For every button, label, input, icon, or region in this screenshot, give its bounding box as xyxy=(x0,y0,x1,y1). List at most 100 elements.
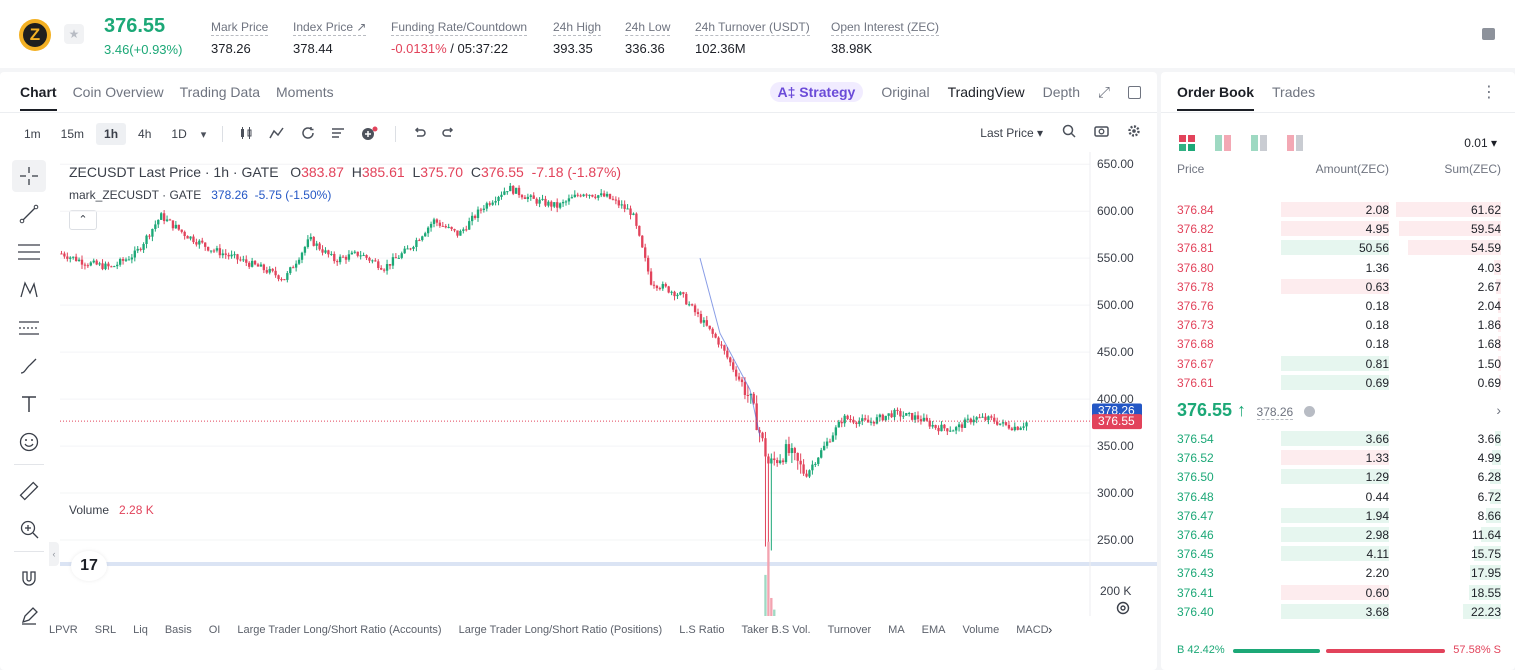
collapse-toolbar-button[interactable]: ‹ xyxy=(49,542,59,566)
trend-line-icon[interactable] xyxy=(12,198,46,230)
indicator-l-s-ratio[interactable]: L.S Ratio xyxy=(679,624,725,636)
tab-chart[interactable]: Chart xyxy=(20,84,57,111)
pattern-icon[interactable] xyxy=(12,274,46,306)
emoji-icon[interactable] xyxy=(12,426,46,458)
indicator-taker-b-s-vol[interactable]: Taker B.S Vol. xyxy=(741,624,811,636)
ask-row[interactable]: 376.76 0.18 2.04 xyxy=(1161,296,1515,315)
chevron-right-icon[interactable]: › xyxy=(1496,402,1501,418)
amount-bar xyxy=(1281,355,1389,371)
tab-trades[interactable]: Trades xyxy=(1272,84,1316,100)
indicator-liq[interactable]: Liq xyxy=(133,624,148,636)
view-depth[interactable]: Depth xyxy=(1042,84,1080,100)
bid-row[interactable]: 376.48 0.44 6.72 xyxy=(1161,487,1515,506)
bid-row[interactable]: 376.52 1.33 4.99 xyxy=(1161,448,1515,467)
bid-row[interactable]: 376.50 1.29 6.28 xyxy=(1161,467,1515,486)
camera-icon[interactable] xyxy=(1094,124,1109,141)
legend-collapse-button[interactable]: ⌃ xyxy=(69,210,97,230)
pencil-lock-icon[interactable] xyxy=(12,600,46,632)
expand-icon[interactable]: ⤢ xyxy=(1097,83,1110,101)
pane-separator[interactable] xyxy=(60,562,1157,566)
bid-row[interactable]: 376.45 4.11 15.75 xyxy=(1161,544,1515,563)
tf-1d[interactable]: 1D xyxy=(171,127,187,141)
fib-icon[interactable] xyxy=(12,312,46,344)
ask-row[interactable]: 376.80 1.36 4.03 xyxy=(1161,258,1515,277)
search-icon[interactable] xyxy=(1062,124,1076,141)
indicator-macd[interactable]: MACD xyxy=(1016,624,1049,636)
book-mode-split-icon[interactable] xyxy=(1215,135,1231,151)
tradingview-logo[interactable]: 17 xyxy=(71,551,107,581)
indicator-ema[interactable]: EMA xyxy=(921,624,946,636)
bid-row[interactable]: 376.41 0.60 18.55 xyxy=(1161,583,1515,602)
ask-row[interactable]: 376.81 50.56 54.59 xyxy=(1161,238,1515,257)
row-amount: 2.98 xyxy=(1365,527,1389,542)
axis-settings-icon[interactable] xyxy=(1115,600,1131,620)
view-tradingview[interactable]: TradingView xyxy=(947,84,1025,100)
ask-row[interactable]: 376.61 0.69 0.69 xyxy=(1161,373,1515,392)
add-alert-icon[interactable] xyxy=(361,126,379,143)
book-mode-asks-icon[interactable] xyxy=(1287,135,1303,151)
candle xyxy=(438,222,442,226)
horizontal-lines-icon[interactable] xyxy=(12,236,46,268)
ask-row[interactable]: 376.78 0.63 2.67 xyxy=(1161,277,1515,296)
indicator-large-trader-long-short-ratio-accounts[interactable]: Large Trader Long/Short Ratio (Accounts) xyxy=(237,624,442,636)
replay-icon[interactable] xyxy=(301,126,315,143)
templates-icon[interactable] xyxy=(331,126,345,143)
ask-row[interactable]: 376.68 0.18 1.68 xyxy=(1161,334,1515,353)
indicator-large-trader-long-short-ratio-positions[interactable]: Large Trader Long/Short Ratio (Positions… xyxy=(458,624,663,636)
candlestick-chart[interactable]: 650.00 600.00 550.00 500.00 450.00 400.00 350.… xyxy=(60,152,1157,616)
window-icon[interactable] xyxy=(1128,85,1141,99)
tab-moments[interactable]: Moments xyxy=(276,84,334,100)
gear-icon[interactable] xyxy=(1127,124,1141,141)
undo-icon[interactable] xyxy=(412,126,426,142)
chevron-right-icon[interactable]: › xyxy=(1048,622,1053,637)
low-label: L xyxy=(412,164,421,180)
tf-1m[interactable]: 1m xyxy=(24,127,41,141)
view-original[interactable]: Original xyxy=(881,84,930,100)
tab-trading-data[interactable]: Trading Data xyxy=(179,84,261,100)
ask-row[interactable]: 376.67 0.81 1.50 xyxy=(1161,354,1515,373)
mark-price-stat[interactable]: Mark Price 378.26 xyxy=(211,18,269,56)
ask-row[interactable]: 376.73 0.18 1.86 xyxy=(1161,315,1515,334)
candle-type-icon[interactable] xyxy=(239,126,253,143)
indicator-srl[interactable]: SRL xyxy=(94,624,117,636)
mid-price-row[interactable]: 376.55 ↑ 378.26 › xyxy=(1177,400,1501,424)
ask-row[interactable]: 376.84 2.08 61.62 xyxy=(1161,200,1515,219)
tf-4h[interactable]: 4h xyxy=(138,127,152,141)
indicator-ma[interactable]: MA xyxy=(888,624,905,636)
favorite-star-icon[interactable]: ★ xyxy=(64,24,84,44)
tf-1h[interactable]: 1h xyxy=(96,123,127,145)
more-icon[interactable]: ⋮ xyxy=(1481,84,1497,101)
book-mode-both-icon[interactable] xyxy=(1179,135,1195,151)
book-mode-bids-icon[interactable] xyxy=(1251,135,1267,151)
precision-select[interactable]: 0.01 ▾ xyxy=(1464,136,1497,150)
price-type-select[interactable]: Last Price ▾ xyxy=(980,126,1043,140)
ask-row[interactable]: 376.82 4.95 59.54 xyxy=(1161,219,1515,238)
ruler-icon[interactable] xyxy=(12,475,46,507)
indicators-icon[interactable] xyxy=(269,126,285,143)
indicator-oi[interactable]: OI xyxy=(208,624,221,636)
tab-coin-overview[interactable]: Coin Overview xyxy=(72,84,164,100)
bid-row[interactable]: 376.47 1.94 8.66 xyxy=(1161,506,1515,525)
bid-row[interactable]: 376.46 2.98 11.64 xyxy=(1161,525,1515,544)
tab-order-book[interactable]: Order Book xyxy=(1177,84,1255,111)
magnet-icon[interactable] xyxy=(12,562,46,594)
indicator-turnover[interactable]: Turnover xyxy=(827,624,872,636)
index-price-stat[interactable]: Index Price ↗ 378.44 xyxy=(293,18,367,56)
funding-rate-stat[interactable]: Funding Rate/Countdown -0.0131% / 05:37:… xyxy=(391,18,528,56)
book-icon[interactable] xyxy=(1482,28,1495,40)
indicator-basis[interactable]: Basis xyxy=(164,624,192,636)
bid-row[interactable]: 376.43 2.20 17.95 xyxy=(1161,563,1515,582)
crosshair-icon[interactable] xyxy=(12,160,46,192)
row-sum: 6.72 xyxy=(1477,489,1501,504)
bid-row[interactable]: 376.54 3.66 3.66 xyxy=(1161,429,1515,448)
redo-icon[interactable] xyxy=(442,126,456,142)
chevron-down-icon[interactable]: ▾ xyxy=(200,128,207,141)
zoom-in-icon[interactable] xyxy=(12,513,46,545)
brush-icon[interactable] xyxy=(12,350,46,382)
strategy-button[interactable]: A‡ Strategy xyxy=(769,82,864,102)
tf-15m[interactable]: 15m xyxy=(60,127,85,141)
indicator-volume[interactable]: Volume xyxy=(962,624,1000,636)
text-icon[interactable] xyxy=(12,388,46,420)
indicator-lpvr[interactable]: LPVR xyxy=(49,624,78,636)
bid-row[interactable]: 376.40 3.68 22.23 xyxy=(1161,602,1515,621)
